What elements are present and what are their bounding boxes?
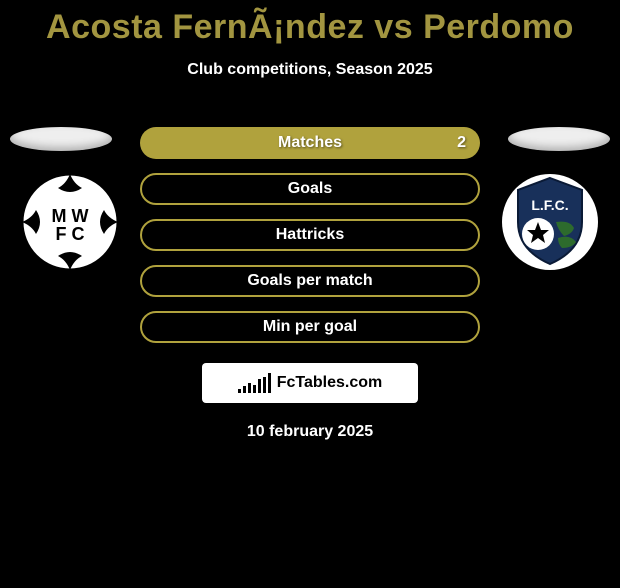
svg-text:L.F.C.: L.F.C. [531, 197, 568, 213]
stat-row-matches: Matches 2 [140, 127, 480, 159]
branding-badge: FcTables.com [202, 363, 418, 403]
stat-label: Goals per match [247, 272, 372, 290]
svg-text:M W: M W [52, 206, 89, 226]
team-left-logo: M W F C [20, 172, 120, 272]
stat-row-mpg: Min per goal [140, 311, 480, 343]
stat-value: 2 [457, 134, 466, 152]
stats-container: M W F C L.F.C. Matches 2 Goals Hattricks [0, 109, 620, 441]
stats-list: Matches 2 Goals Hattricks Goals per matc… [140, 109, 480, 343]
player-right-pill [508, 127, 610, 151]
page-title: Acosta FernÃ¡ndez vs Perdomo [0, 8, 620, 47]
team-right-logo: L.F.C. [500, 172, 600, 272]
branding-bars-icon [238, 373, 271, 393]
stat-row-goals: Goals [140, 173, 480, 205]
stat-label: Hattricks [276, 226, 344, 244]
stat-label: Matches [278, 134, 342, 152]
stat-label: Goals [288, 180, 332, 198]
stat-row-hattricks: Hattricks [140, 219, 480, 251]
stat-label: Min per goal [263, 318, 357, 336]
branding-text: FcTables.com [277, 374, 383, 392]
svg-text:F C: F C [56, 224, 85, 244]
date-text: 10 february 2025 [0, 423, 620, 441]
subtitle: Club competitions, Season 2025 [0, 61, 620, 79]
player-left-pill [10, 127, 112, 151]
stat-row-gpm: Goals per match [140, 265, 480, 297]
